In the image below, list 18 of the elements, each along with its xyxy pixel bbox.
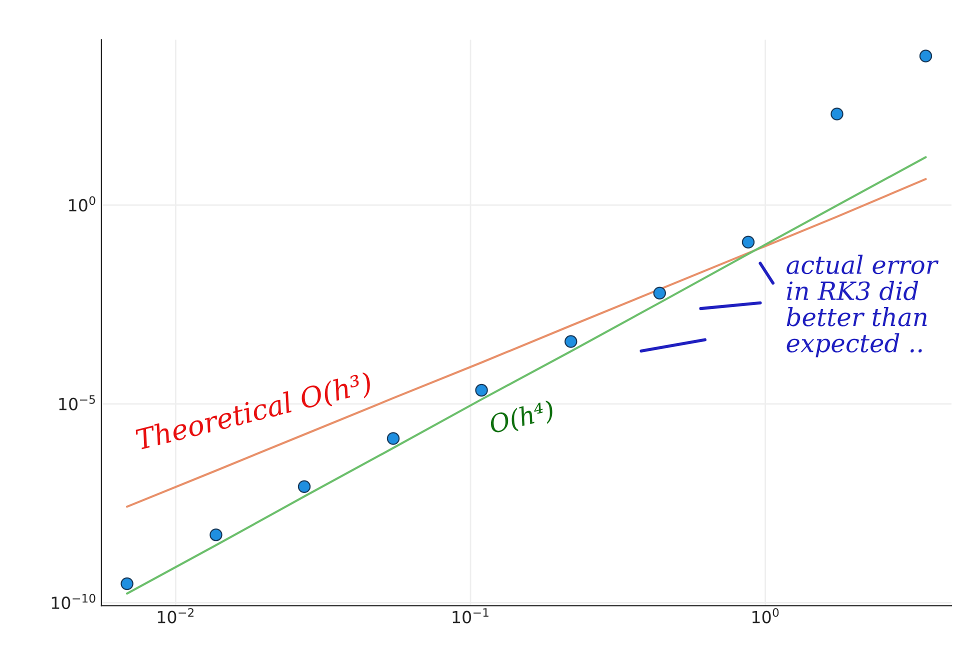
y-tick-label: 10$^{−5}$ bbox=[59, 395, 95, 410]
point bbox=[298, 480, 311, 494]
x-tick-label: 10$^{−1}$ bbox=[452, 608, 488, 624]
point bbox=[564, 335, 578, 348]
annotation: actual error in RK3 did better than expected .. bbox=[786, 254, 939, 358]
point bbox=[653, 286, 666, 300]
point bbox=[386, 432, 400, 445]
point bbox=[830, 108, 844, 120]
y-tick-label: 10$^{−10}$ bbox=[52, 594, 96, 610]
x-tick-label: 10$^{−2}$ bbox=[158, 608, 194, 624]
point bbox=[475, 384, 488, 397]
point bbox=[210, 528, 222, 542]
point bbox=[120, 577, 134, 590]
point bbox=[919, 50, 932, 62]
point bbox=[742, 236, 755, 248]
x-tick-label: 10$^{0}$ bbox=[752, 608, 779, 624]
annotation: O(h⁴) bbox=[488, 400, 556, 438]
y-tick-label: 10$^{0}$ bbox=[69, 196, 96, 212]
